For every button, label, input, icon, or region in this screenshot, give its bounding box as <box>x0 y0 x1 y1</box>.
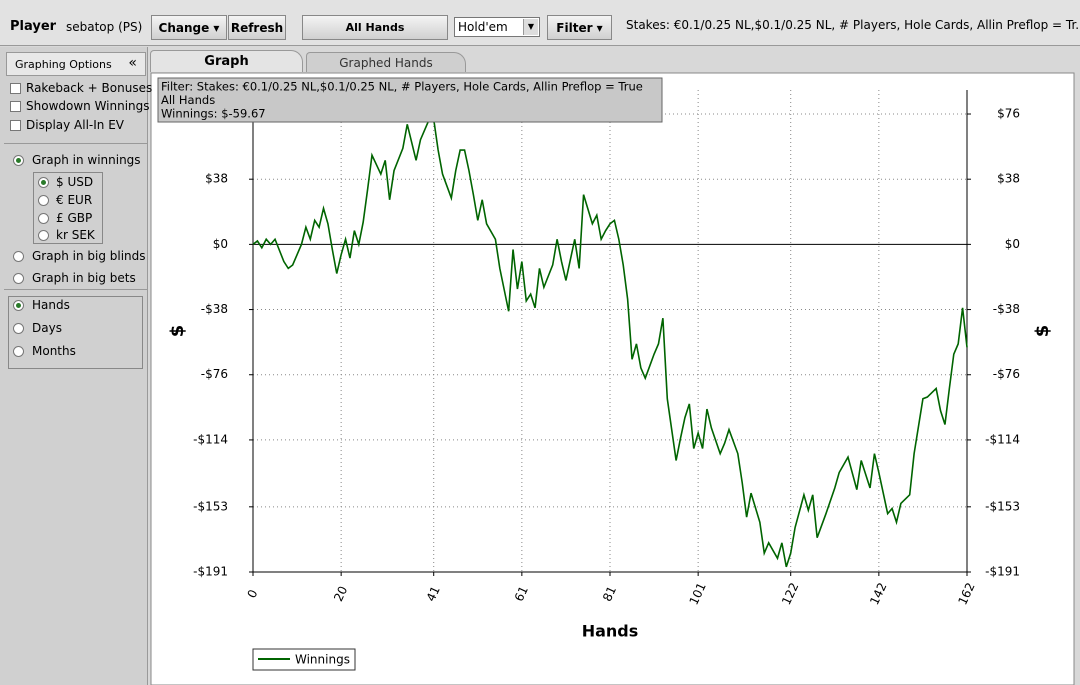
time-group <box>8 296 143 369</box>
y2-tick-label: -$191 <box>985 565 1020 579</box>
y2-tick-label: -$114 <box>985 432 1020 446</box>
option-label: Hands <box>32 298 70 312</box>
option-label: € EUR <box>56 193 93 207</box>
legend-label: Winnings <box>295 653 350 667</box>
title-text: Graphing Options <box>15 58 112 71</box>
y2-tick-label: $0 <box>1005 237 1020 251</box>
legend-box <box>252 648 356 671</box>
y-axis-label: $ <box>167 325 188 338</box>
radio-button[interactable] <box>38 177 49 188</box>
sidebar <box>0 47 148 685</box>
change-button[interactable]: Change ▾ <box>151 15 227 40</box>
stakes-text: Stakes: €0.1/0.25 NL,$0.1/0.25 NL, # Pla… <box>626 18 1080 32</box>
info-box <box>157 77 663 123</box>
refresh-button[interactable]: Refresh <box>228 15 286 40</box>
x-tick-label: 41 <box>424 584 443 604</box>
y-tick-label: -$38 <box>201 302 228 316</box>
graph-tab[interactable]: Graph <box>150 50 303 72</box>
y2-tick-label: -$38 <box>993 302 1020 316</box>
x-axis-label: Hands <box>582 622 639 641</box>
info-line: Filter: Stakes: €0.1/0.25 NL,$0.1/0.25 N… <box>161 80 643 94</box>
game-select[interactable]: Hold'em ▼ <box>454 17 540 37</box>
player-name: sebatop (PS) <box>66 20 143 34</box>
x-tick-label: 81 <box>600 584 619 604</box>
button-text: Change <box>158 20 210 35</box>
x-tick-label: 20 <box>331 584 350 604</box>
checkbox[interactable] <box>10 120 21 131</box>
radio-button[interactable] <box>13 300 24 311</box>
info-line: Winnings: $-59.67 <box>161 107 266 121</box>
y2-tick-label: -$153 <box>985 499 1020 513</box>
radio-button[interactable] <box>13 323 24 334</box>
radio-button[interactable] <box>13 251 24 262</box>
option-label: $ USD <box>56 175 94 189</box>
checkbox[interactable] <box>10 101 21 112</box>
y-tick-label: $38 <box>205 172 228 186</box>
sidebar-title: Graphing Options « <box>6 52 146 76</box>
option-label: Months <box>32 344 76 358</box>
option-label: Days <box>32 321 62 335</box>
separator <box>4 289 148 290</box>
y2-tick-label: $38 <box>997 172 1020 186</box>
option-label: kr SEK <box>56 228 95 242</box>
option-label: Graph in big bets <box>32 271 136 285</box>
select-text: Hold'em <box>458 20 508 34</box>
checkbox[interactable] <box>10 83 21 94</box>
filter-button[interactable]: Filter ▾ <box>547 15 612 40</box>
option-label: Showdown Winnings <box>26 99 150 113</box>
y-tick-label: -$76 <box>201 367 228 381</box>
chart: -$191 -$191 -$153 -$153 -$114 -$114 -$76 -$76 -$… <box>150 72 1075 685</box>
radio-button[interactable] <box>38 213 49 224</box>
option-label: Rakeback + Bonuses <box>26 81 153 95</box>
y2-axis-label: $ <box>1032 325 1053 338</box>
radio-button[interactable] <box>13 273 24 284</box>
all-hands-button[interactable]: All Hands <box>302 15 448 40</box>
line <box>252 118 968 568</box>
option-label: Display All-In EV <box>26 118 125 132</box>
y-tick-label: -$153 <box>193 499 228 513</box>
option-label: £ GBP <box>56 211 93 225</box>
x-tick-label: 61 <box>512 584 531 604</box>
currency-group <box>33 172 103 244</box>
option-label: Graph in winnings <box>32 153 141 167</box>
y-tick-label: -$191 <box>193 565 228 579</box>
y-tick-label: -$114 <box>193 432 228 446</box>
y2-tick-label: $76 <box>997 107 1020 121</box>
radio-button[interactable] <box>38 195 49 206</box>
y2-tick-label: -$76 <box>993 367 1020 381</box>
info-line: All Hands <box>161 93 215 107</box>
player-label: Player <box>10 19 57 34</box>
option-label: Graph in big blinds <box>32 249 146 263</box>
radio-button[interactable] <box>13 155 24 166</box>
chart-background <box>150 72 1075 685</box>
graphed-hands-tab[interactable]: Graphed Hands <box>306 52 466 72</box>
radio-button[interactable] <box>13 346 24 357</box>
radio-button[interactable] <box>38 230 49 241</box>
button-text: Filter <box>556 20 593 35</box>
y-tick-label: $0 <box>213 237 228 251</box>
separator <box>4 143 148 144</box>
